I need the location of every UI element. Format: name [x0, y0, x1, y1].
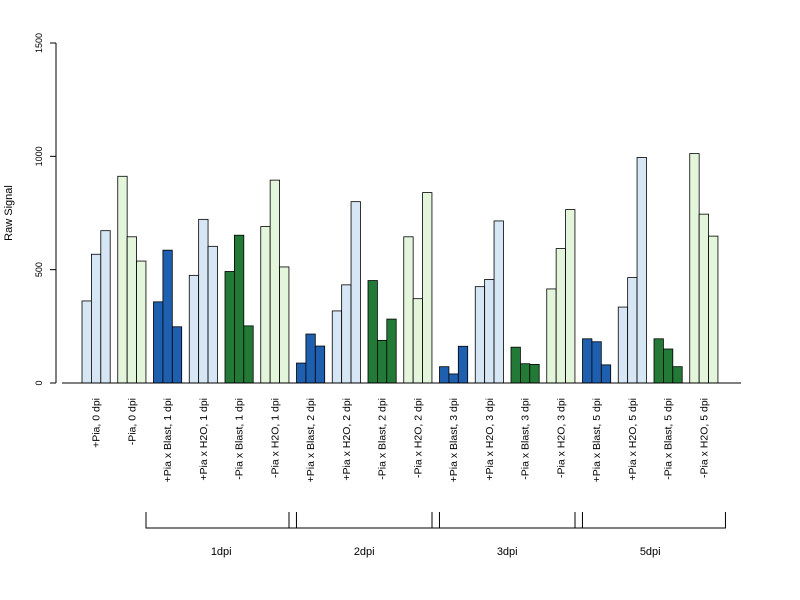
bar — [81, 300, 92, 384]
bar — [448, 373, 459, 384]
category-label: +Pia x H2O, 1 dpi — [198, 398, 210, 481]
category-label: +Pia x H2O, 5 dpi — [627, 398, 639, 481]
bar — [162, 249, 173, 384]
category-label: -Pia x Blast, 3 dpi — [520, 398, 532, 480]
group-bracket — [145, 512, 297, 529]
bar — [555, 248, 566, 384]
group-bracket — [431, 512, 583, 529]
y-tick-label: 0 — [34, 380, 44, 385]
bars — [81, 153, 719, 384]
bar — [689, 153, 700, 384]
bar — [188, 274, 200, 384]
bar — [341, 284, 352, 384]
category-label: -Pia x H2O, 1 dpi — [269, 398, 281, 478]
bar — [663, 348, 674, 384]
bar — [520, 363, 531, 384]
bar — [672, 366, 683, 384]
category-label: -Pia x Blast, 1 dpi — [234, 398, 246, 480]
bar — [546, 288, 557, 384]
bar — [279, 266, 290, 384]
bar — [207, 245, 218, 384]
bar — [100, 230, 111, 384]
bar — [386, 318, 397, 384]
y-tick-label: 500 — [34, 262, 44, 277]
bar — [617, 306, 629, 384]
group-label: 1dpi — [211, 546, 232, 558]
y-tick-label: 1000 — [34, 146, 44, 166]
category-label: +Pia x Blast, 5 dpi — [591, 398, 603, 482]
category-label: +Pia x H2O, 2 dpi — [341, 398, 353, 481]
bar — [136, 260, 147, 384]
bar — [510, 346, 521, 384]
category-label: -Pia x Blast, 2 dpi — [377, 398, 389, 480]
group-label: 3dpi — [497, 546, 518, 558]
category-label: -Pia x H2O, 3 dpi — [555, 398, 567, 478]
bar — [565, 209, 576, 384]
bar — [457, 345, 469, 384]
bar — [117, 175, 128, 384]
bar — [126, 236, 137, 384]
bar — [260, 226, 271, 384]
y-axis: 0 500 1000 1500 — [34, 33, 57, 386]
category-label: -Pia x H2O, 2 dpi — [412, 398, 424, 478]
bar — [305, 333, 316, 384]
y-tick-label: 1500 — [34, 33, 44, 53]
category-label: +Pia x Blast, 2 dpi — [305, 398, 317, 482]
bar — [653, 338, 664, 384]
bar — [350, 201, 361, 384]
bar — [198, 218, 209, 384]
category-label: +Pia, 0 dpi — [91, 398, 103, 448]
bar — [708, 235, 719, 384]
bar — [224, 271, 235, 384]
bar — [439, 366, 450, 384]
bar — [367, 280, 378, 384]
group-bracket — [288, 512, 440, 529]
category-label: -Pia x Blast, 5 dpi — [663, 398, 675, 480]
category-labels: +Pia, 0 dpi -Pia, 0 dpi +Pia x Blast, 1 dp… — [91, 398, 711, 482]
bar — [269, 179, 280, 384]
y-axis-label: Raw Signal — [3, 185, 15, 241]
bar — [171, 326, 183, 384]
bar — [296, 362, 307, 384]
bar — [412, 298, 423, 384]
bar — [636, 157, 647, 384]
group-brackets: 1dpi 2dpi 3dpi 5dpi — [145, 512, 726, 558]
bar — [331, 310, 343, 384]
bar — [627, 277, 638, 384]
bar — [600, 364, 612, 384]
bar — [243, 325, 254, 384]
bar — [484, 279, 495, 384]
category-label: +Pia x Blast, 1 dpi — [162, 398, 174, 482]
bar — [698, 213, 709, 384]
group-label: 2dpi — [354, 546, 375, 558]
group-bracket — [574, 512, 726, 529]
bar — [493, 220, 504, 384]
bar — [591, 341, 602, 384]
bar — [233, 234, 245, 384]
bar — [91, 253, 102, 384]
category-label: -Pia x H2O, 5 dpi — [698, 398, 710, 478]
category-label: +Pia x H2O, 3 dpi — [484, 398, 496, 481]
bar — [582, 338, 593, 384]
bar — [403, 236, 414, 384]
group-label: 5dpi — [640, 546, 661, 558]
bar — [422, 192, 433, 384]
category-label: +Pia x Blast, 3 dpi — [448, 398, 460, 482]
bar — [529, 364, 540, 384]
bar — [153, 301, 164, 384]
bar — [314, 345, 326, 384]
bar — [376, 339, 388, 384]
category-label: -Pia, 0 dpi — [126, 398, 138, 445]
bar — [474, 286, 486, 384]
